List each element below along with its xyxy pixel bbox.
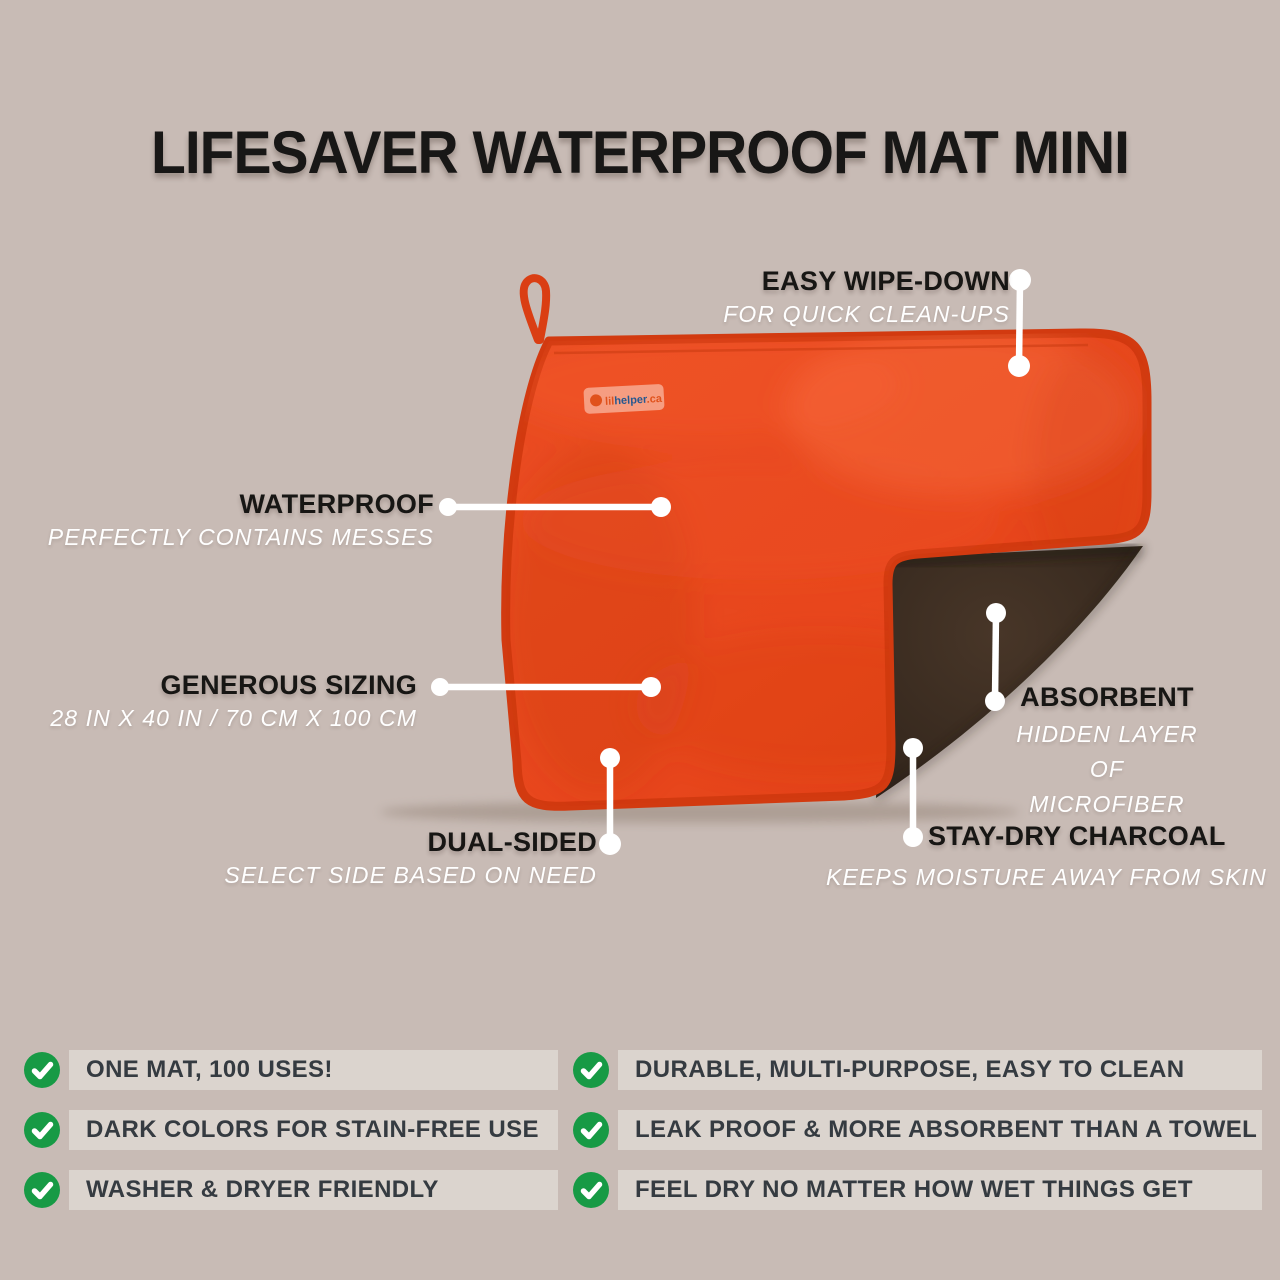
check-icon: [573, 1172, 609, 1208]
mat-underside-shape: [876, 546, 1143, 798]
feature-text: FEEL DRY NO MATTER HOW WET THINGS GET: [635, 1176, 1193, 1203]
callout-subtext: KEEPS MOISTURE AWAY FROM SKIN: [826, 864, 1267, 890]
callout-connectors: [431, 269, 1031, 855]
subtext-line: MICROFIBER: [1029, 791, 1185, 817]
brand-text-lil: lil: [605, 395, 615, 407]
underside-edge-shade: [874, 544, 1146, 801]
subtext-line: HIDDEN LAYER OF: [1016, 721, 1198, 782]
callout-heading: ABSORBENT: [1020, 682, 1194, 712]
fold-shadow: [889, 542, 1139, 569]
callout-heading: EASY WIPE-DOWN: [761, 266, 1010, 296]
connector-generous-sizing: [431, 677, 661, 697]
callout-generous-sizing: GENEROUS SIZING 28 IN X 40 IN / 70 CM X …: [50, 670, 417, 732]
callout-easy-wipe-down: EASY WIPE-DOWN FOR QUICK CLEAN-UPS: [723, 266, 1010, 328]
callout-heading: GENEROUS SIZING: [160, 670, 417, 700]
check-icon: [24, 1052, 60, 1088]
feature-item: WASHER & DRYER FRIENDLY: [69, 1170, 558, 1210]
callout-subtext: SELECT SIDE BASED ON NEED: [224, 862, 597, 888]
bird-icon: [590, 394, 603, 407]
feature-item: ONE MAT, 100 USES!: [69, 1050, 558, 1090]
callout-subtext: PERFECTLY CONTAINS MESSES: [47, 524, 434, 550]
top-seam: [553, 343, 1089, 355]
feature-text: DARK COLORS FOR STAIN-FREE USE: [86, 1116, 539, 1143]
callout-subtext: FOR QUICK CLEAN-UPS: [723, 301, 1010, 327]
callout-subtext: HIDDEN LAYER OF MICROFIBER: [1012, 717, 1202, 822]
brand-text-helper: helper: [614, 394, 648, 408]
feature-item: DARK COLORS FOR STAIN-FREE USE: [69, 1110, 558, 1150]
hanging-loop: [519, 274, 551, 344]
feature-text: LEAK PROOF & MORE ABSORBENT THAN A TOWEL: [635, 1116, 1258, 1143]
feature-text: WASHER & DRYER FRIENDLY: [86, 1176, 439, 1203]
connector-dual-sided: [599, 748, 621, 855]
callout-heading: DUAL-SIDED: [427, 827, 597, 857]
callout-absorbent: ABSORBENT HIDDEN LAYER OF MICROFIBER: [1012, 682, 1202, 822]
brand-patch: lilhelper.ca: [583, 384, 665, 414]
connector-stay-dry: [903, 738, 923, 847]
connector-waterproof: [439, 497, 671, 517]
feature-text: DURABLE, MULTI-PURPOSE, EASY TO CLEAN: [635, 1056, 1185, 1083]
page-title: LIFESAVER WATERPROOF MAT MINI: [151, 119, 1130, 187]
check-icon: [24, 1112, 60, 1148]
check-icon: [573, 1052, 609, 1088]
callout-dual-sided: DUAL-SIDED SELECT SIDE BASED ON NEED: [224, 827, 597, 889]
brand-text-tld: .ca: [646, 393, 663, 406]
feature-text: ONE MAT, 100 USES!: [86, 1056, 333, 1083]
callout-subtext: 28 IN X 40 IN / 70 CM X 100 CM: [50, 705, 417, 731]
feature-item: DURABLE, MULTI-PURPOSE, EASY TO CLEAN: [618, 1050, 1262, 1090]
callout-stay-dry-charcoal: STAY-DRY CHARCOAL: [928, 821, 1226, 851]
callout-waterproof: WATERPROOF PERFECTLY CONTAINS MESSES: [48, 489, 434, 551]
callout-heading: WATERPROOF: [239, 489, 434, 519]
check-icon: [573, 1112, 609, 1148]
check-icon: [24, 1172, 60, 1208]
callout-stay-dry-subtext: KEEPS MOISTURE AWAY FROM SKIN: [826, 859, 1266, 891]
connector-easy-wipe-down: [1008, 269, 1031, 377]
connector-absorbent: [985, 603, 1006, 711]
feature-item: LEAK PROOF & MORE ABSORBENT THAN A TOWEL: [618, 1110, 1262, 1150]
feature-item: FEEL DRY NO MATTER HOW WET THINGS GET: [618, 1170, 1262, 1210]
svg-text:lilhelper.ca: lilhelper.ca: [605, 393, 663, 408]
callout-heading: STAY-DRY CHARCOAL: [928, 821, 1226, 851]
